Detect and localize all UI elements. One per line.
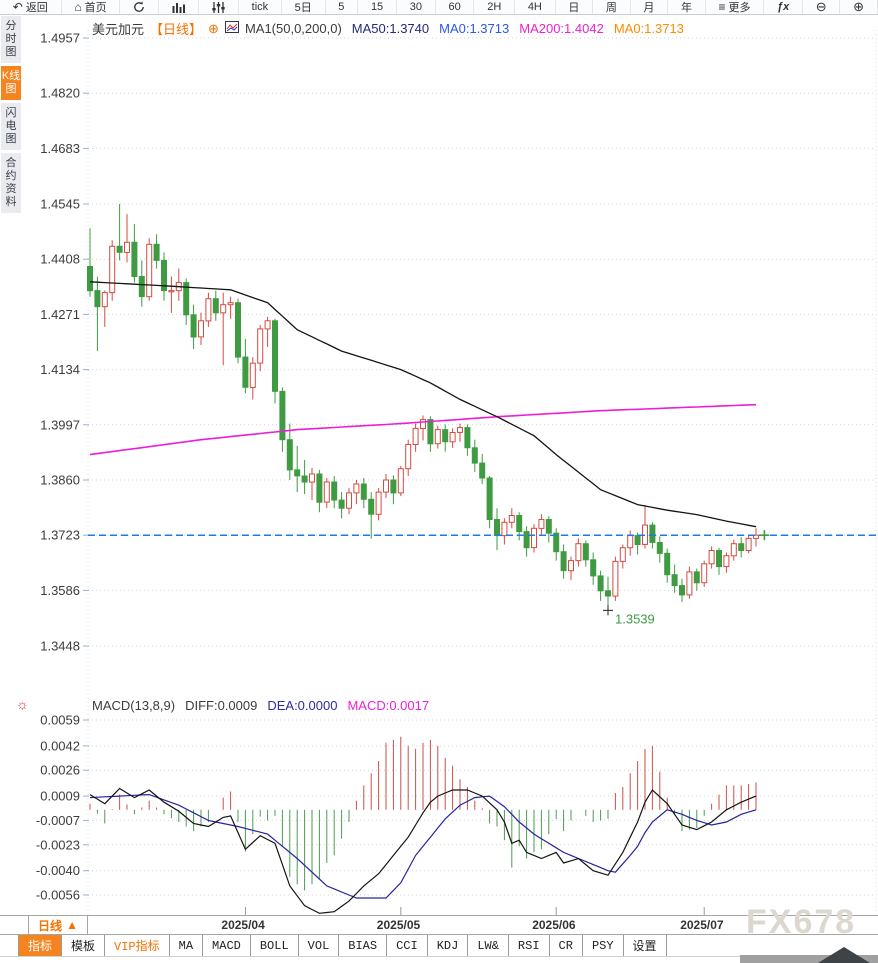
symbol-name: 美元加元 [92, 22, 145, 37]
sidebar-tab-闪电图[interactable]: 闪电图 [1, 103, 21, 150]
indicator-tab-LW&[interactable]: LW& [468, 935, 509, 956]
add-indicator-icon[interactable]: ⊕ [208, 20, 219, 36]
svg-text:-0.0023: -0.0023 [36, 837, 80, 852]
mini-chart-icon[interactable] [224, 21, 239, 36]
indicator-tab-CCI[interactable]: CCI [387, 935, 428, 956]
toolbar-item-15[interactable]: 15 [358, 0, 397, 14]
ma-legend-value: MA0:1.3713 [613, 21, 684, 36]
triangle-up-icon: ▲ [66, 918, 78, 932]
svg-text:-0.0007: -0.0007 [36, 813, 80, 828]
svg-text:1.4134: 1.4134 [40, 362, 80, 377]
x-axis-label: 2025/05 [376, 918, 421, 932]
macd-legend-value: MACD:0.0017 [347, 698, 430, 713]
indicator-tab-指标[interactable]: 指标 [18, 935, 63, 956]
svg-text:1.3997: 1.3997 [40, 417, 80, 432]
svg-text:0.0059: 0.0059 [40, 713, 80, 728]
toolbar-item-tick[interactable]: tick [239, 0, 282, 14]
ma-legend-value: MA50:1.3740 [351, 21, 430, 36]
svg-text:-0.0056: -0.0056 [36, 888, 80, 903]
ma-legend-value: MA0:1.3713 [439, 21, 510, 36]
ma-legend-value: MA200:1.4042 [519, 21, 604, 36]
svg-text:0.0026: 0.0026 [40, 763, 80, 778]
x-axis-label: 2025/04 [221, 918, 265, 932]
left-sidebar: 分时图 K线图闪电图合约资料 [0, 16, 23, 216]
indicator-toolbar: 指标 模板 VIP指标 MA MACD BOLL VOL BIAS CCI KDJ LW& RSI CR… [0, 934, 878, 957]
main-legend: 美元加元 【日线】 ⊕ MA1(50,0,200,0) MA50:1.3740 MA… [92, 19, 694, 38]
period-selector-label: 日线 [38, 918, 63, 933]
indicator-tab-BOLL[interactable]: BOLL [251, 935, 299, 956]
toolbar-item-周[interactable]: 周 [593, 0, 631, 14]
indicator-tab-KDJ[interactable]: KDJ [428, 935, 469, 956]
svg-text:1.4545: 1.4545 [40, 197, 80, 212]
svg-text:1.3539: 1.3539 [615, 611, 655, 626]
svg-text:0.0042: 0.0042 [40, 738, 80, 753]
macd-legend-values: DIFF:0.0009 DEA:0.0000 MACD:0.0017 [185, 698, 439, 713]
svg-text:1.4271: 1.4271 [40, 307, 80, 322]
top-toolbar: ↶ 返回 ⌂ 首页 tick 5日 5 15 30 60 2H 4H 日周月年 ≡ 更多 ƒx ⊖ ⊕ [0, 0, 878, 15]
ma-legend-values: MA1(50,0,200,0) MA50:1.3740 MA0:1.3713 MA20… [245, 21, 694, 36]
toolbar-item-返回[interactable]: ↶ 返回 [0, 0, 62, 14]
ma-legend-value: MA1(50,0,200,0) [244, 21, 342, 36]
macd-legend: MACD(13,8,9) DIFF:0.0009 DEA:0.0000 MACD:0… [92, 698, 439, 713]
toolbar-item-fx[interactable]: ƒx [764, 0, 803, 14]
svg-text:1.3448: 1.3448 [40, 639, 80, 654]
indicator-tab-VOL[interactable]: VOL [299, 935, 340, 956]
toolbar-item-日[interactable]: 日 [556, 0, 594, 14]
toolbar-item-首页[interactable]: ⌂ 首页 [62, 0, 121, 14]
svg-text:-0.0040: -0.0040 [36, 863, 80, 878]
toolbar-item-30[interactable]: 30 [397, 0, 436, 14]
period-selector[interactable]: 日线 ▲ [28, 916, 88, 934]
toolbar-item-sliders[interactable] [199, 0, 239, 14]
svg-text:1.3586: 1.3586 [40, 583, 80, 598]
indicator-tab-BIAS[interactable]: BIAS [339, 935, 388, 956]
symbol-period: 【日线】 [150, 22, 203, 37]
toolbar-item-refresh[interactable] [120, 0, 159, 14]
toolbar-item-5[interactable]: 5 [326, 0, 359, 14]
indicator-tab-MACD[interactable]: MACD [203, 935, 251, 956]
chevron-up-icon[interactable] [818, 947, 870, 963]
sidebar-tab-合约资料[interactable]: 合约资料 [1, 153, 21, 213]
svg-text:0.0009: 0.0009 [40, 789, 80, 804]
macd-legend-value: DIFF:0.0009 [185, 698, 258, 713]
svg-text:1.4820: 1.4820 [40, 86, 80, 101]
svg-text:1.4408: 1.4408 [40, 252, 80, 267]
toolbar-item-2H[interactable]: 2H [474, 0, 516, 14]
macd-title: MACD(13,8,9) [92, 698, 176, 713]
toolbar-item-bars[interactable] [159, 0, 200, 14]
indicator-tab-模板[interactable]: 模板 [62, 935, 106, 956]
indicator-tab-设置[interactable]: 设置 [624, 935, 667, 956]
toolbar-item-5日[interactable]: 5日 [282, 0, 326, 14]
watermark: FX678 [746, 903, 857, 941]
macd-settings-icon[interactable]: ☼ [16, 696, 29, 712]
bottom-overlay [740, 955, 878, 963]
x-axis-row: 日线 ▲ 2025/04 2025/05 2025/06 2025/07 [0, 915, 878, 934]
toolbar-item-60[interactable]: 60 [436, 0, 475, 14]
macd-legend-value: DEA:0.0000 [267, 698, 338, 713]
svg-text:1.3860: 1.3860 [40, 473, 80, 488]
toolbar-item-zoom-in[interactable]: ⊕ [840, 0, 878, 14]
indicator-tab-RSI[interactable]: RSI [509, 935, 550, 956]
x-axis-label: 2025/06 [532, 918, 576, 932]
toolbar-item-4H[interactable]: 4H [515, 0, 556, 14]
toolbar-item-更多[interactable]: ≡ 更多 [706, 0, 765, 14]
toolbar-item-月[interactable]: 月 [631, 0, 669, 14]
indicator-tab-CR[interactable]: CR [550, 935, 583, 956]
svg-text:1.4683: 1.4683 [40, 141, 80, 156]
sidebar-tab-K线图[interactable]: K线图 [1, 66, 21, 100]
indicator-tab-PSY[interactable]: PSY [583, 935, 624, 956]
toolbar-item-zoom-out[interactable]: ⊖ [803, 0, 841, 14]
svg-text:1.3723: 1.3723 [40, 528, 80, 543]
svg-text:1.4957: 1.4957 [40, 31, 80, 46]
toolbar-item-年[interactable]: 年 [668, 0, 706, 14]
sidebar-tab-分时图[interactable]: 分时图 [1, 16, 21, 63]
indicator-tab-MA[interactable]: MA [170, 935, 204, 956]
indicator-tab-VIP指标[interactable]: VIP指标 [105, 935, 170, 956]
x-axis-label: 2025/07 [680, 918, 724, 932]
